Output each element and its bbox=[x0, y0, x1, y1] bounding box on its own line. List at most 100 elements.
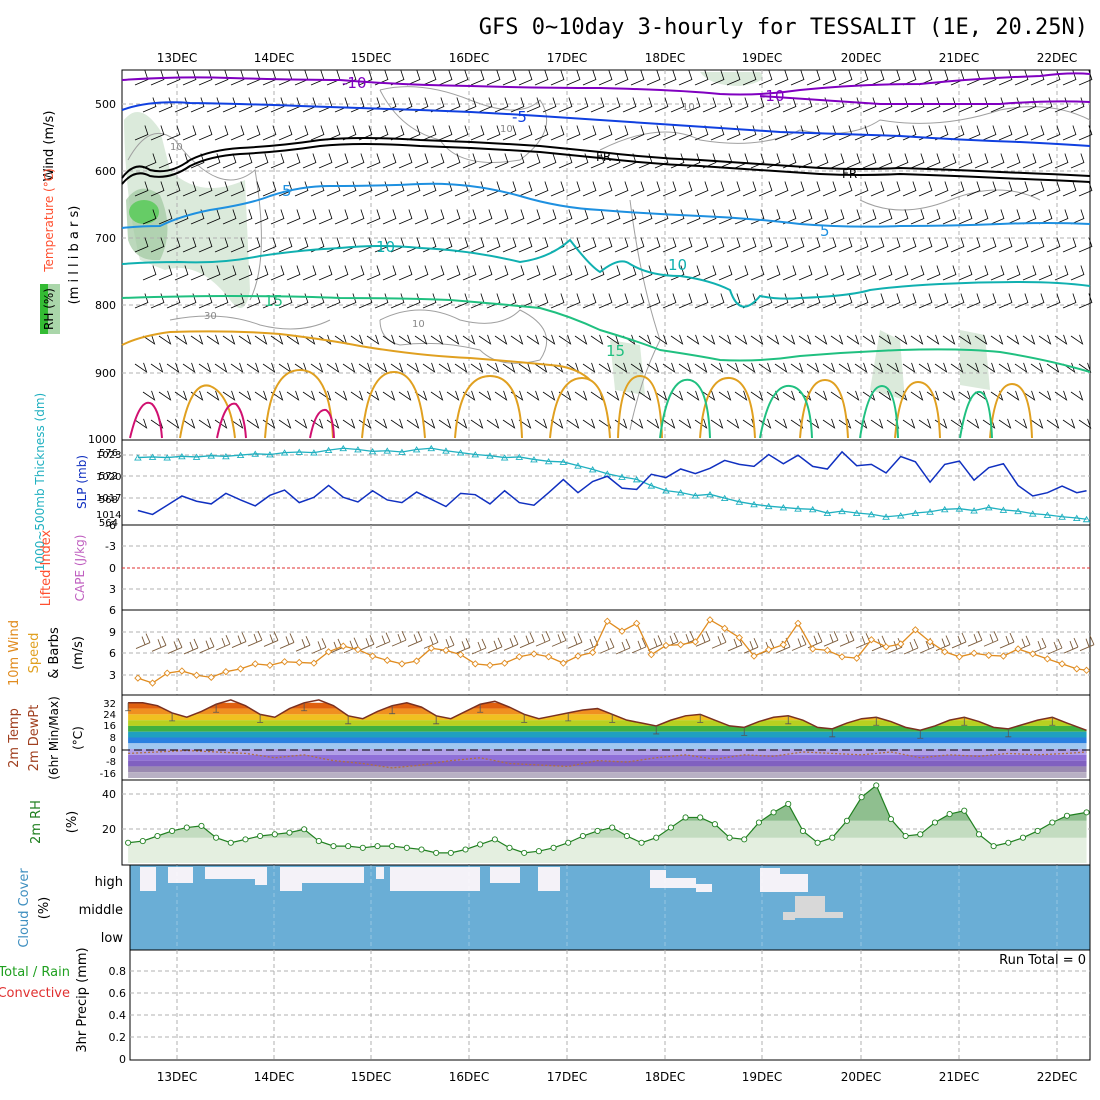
wind-barb bbox=[295, 636, 311, 652]
wind-barb bbox=[142, 97, 157, 113]
precip-tick: 0.6 bbox=[109, 987, 127, 1000]
wind-barb bbox=[807, 632, 823, 649]
wind-barb bbox=[134, 237, 149, 253]
wind-barb bbox=[286, 209, 301, 225]
wind-barb bbox=[518, 362, 532, 373]
wind-barb bbox=[134, 362, 148, 373]
wind-barb bbox=[206, 334, 220, 345]
wind-barb bbox=[238, 265, 253, 281]
rh-point bbox=[653, 834, 660, 841]
temp-minmax-bar bbox=[565, 712, 572, 722]
wind-barb bbox=[350, 209, 365, 225]
wind-barb bbox=[406, 125, 421, 141]
wind-barb bbox=[670, 265, 685, 281]
wind-barb bbox=[158, 97, 173, 113]
wind-barb bbox=[382, 265, 397, 281]
wind-barb bbox=[1006, 209, 1021, 225]
wind-barb bbox=[806, 181, 821, 197]
wind-barb bbox=[902, 362, 916, 373]
wind-barb bbox=[686, 209, 701, 225]
thickness-point bbox=[882, 513, 890, 520]
wind-barb bbox=[830, 265, 845, 281]
thickness-point bbox=[852, 509, 861, 516]
temp-tick: 0 bbox=[110, 745, 116, 756]
wind-barb bbox=[558, 265, 573, 281]
wind10-point bbox=[192, 671, 201, 679]
rh-contour-label: 10 bbox=[500, 124, 513, 135]
li-tick: 3 bbox=[109, 583, 116, 596]
thickness-point bbox=[295, 448, 304, 455]
wind-barb bbox=[462, 390, 476, 401]
wind-barb bbox=[766, 265, 781, 281]
cloud-panel: high middle low Cloud Cover (%) bbox=[17, 864, 1091, 951]
cloud-level-middle: middle bbox=[79, 903, 123, 918]
wind-barb bbox=[654, 97, 669, 113]
wind-barb bbox=[790, 181, 805, 197]
wind-barb bbox=[590, 153, 605, 169]
rh-point bbox=[447, 849, 454, 856]
wind-barb bbox=[646, 362, 660, 373]
temp-band bbox=[128, 737, 1087, 744]
wind-barb bbox=[694, 125, 709, 141]
wind-barb bbox=[414, 265, 429, 281]
precip-frame bbox=[129, 949, 1091, 1061]
thickness-point bbox=[691, 492, 700, 499]
wind-barb bbox=[398, 153, 413, 169]
isotherm-15 bbox=[121, 294, 1091, 373]
wind-barb bbox=[598, 237, 613, 253]
wind-barb bbox=[542, 265, 557, 281]
ylabel-thickness: 1000~500mb Thickness (dm) bbox=[33, 393, 47, 571]
wind-barb bbox=[446, 265, 461, 281]
temperature-contours bbox=[121, 72, 1091, 381]
thickness-point bbox=[471, 451, 480, 458]
wind-barb bbox=[662, 125, 677, 141]
rh-point bbox=[1005, 839, 1012, 846]
wind-barb bbox=[214, 125, 229, 141]
wind-barb bbox=[342, 418, 356, 429]
wind-barb bbox=[470, 362, 484, 373]
wind10-point bbox=[882, 643, 890, 651]
wind10-barbs bbox=[135, 630, 1095, 655]
wind-barb bbox=[150, 125, 165, 141]
x-tick-bottom: 18DEC bbox=[645, 1070, 685, 1084]
wind-barb bbox=[582, 70, 597, 86]
wind-barb bbox=[694, 362, 708, 373]
precip-axis: 0.8 0.6 0.4 0.2 0 bbox=[109, 965, 127, 1066]
wind-barb bbox=[1054, 265, 1069, 281]
wind-barb bbox=[206, 265, 221, 281]
rh-point bbox=[521, 849, 528, 856]
wind-barb bbox=[846, 265, 861, 281]
wind-barb bbox=[998, 70, 1013, 86]
wind-barb bbox=[558, 97, 573, 113]
wind-barb bbox=[270, 153, 285, 169]
wind-barb bbox=[870, 70, 885, 86]
wind-barb bbox=[798, 209, 813, 225]
thickness-point bbox=[867, 510, 876, 518]
thickness-point bbox=[911, 509, 920, 516]
thickness-point bbox=[1072, 514, 1081, 521]
wind-barb bbox=[278, 418, 292, 429]
wind-barb bbox=[766, 334, 780, 345]
thickness-point bbox=[310, 449, 318, 456]
thickness-point bbox=[148, 453, 157, 460]
thickness-point bbox=[427, 444, 436, 452]
wind-barb bbox=[382, 153, 397, 169]
cloud-level-low: low bbox=[101, 931, 124, 946]
wind-barb bbox=[478, 97, 493, 113]
wind-barb bbox=[190, 334, 204, 345]
wind-barb bbox=[534, 70, 549, 86]
wind-barb bbox=[270, 334, 284, 345]
wind10-point bbox=[823, 646, 832, 655]
wind-barb bbox=[566, 237, 581, 253]
x-tick-top: 14DEC bbox=[254, 51, 294, 65]
wind-barb bbox=[334, 265, 349, 281]
wind-barb bbox=[790, 293, 805, 309]
temp-minmax-bar bbox=[917, 730, 924, 739]
wind-barb bbox=[638, 334, 652, 345]
ylabel-wind: Wind (m/s) bbox=[42, 111, 57, 182]
wind-barb bbox=[334, 97, 349, 113]
wind-barb bbox=[878, 209, 893, 225]
wind-barb bbox=[359, 635, 375, 651]
wind-barb bbox=[1070, 334, 1084, 345]
wind-barb bbox=[478, 334, 492, 345]
